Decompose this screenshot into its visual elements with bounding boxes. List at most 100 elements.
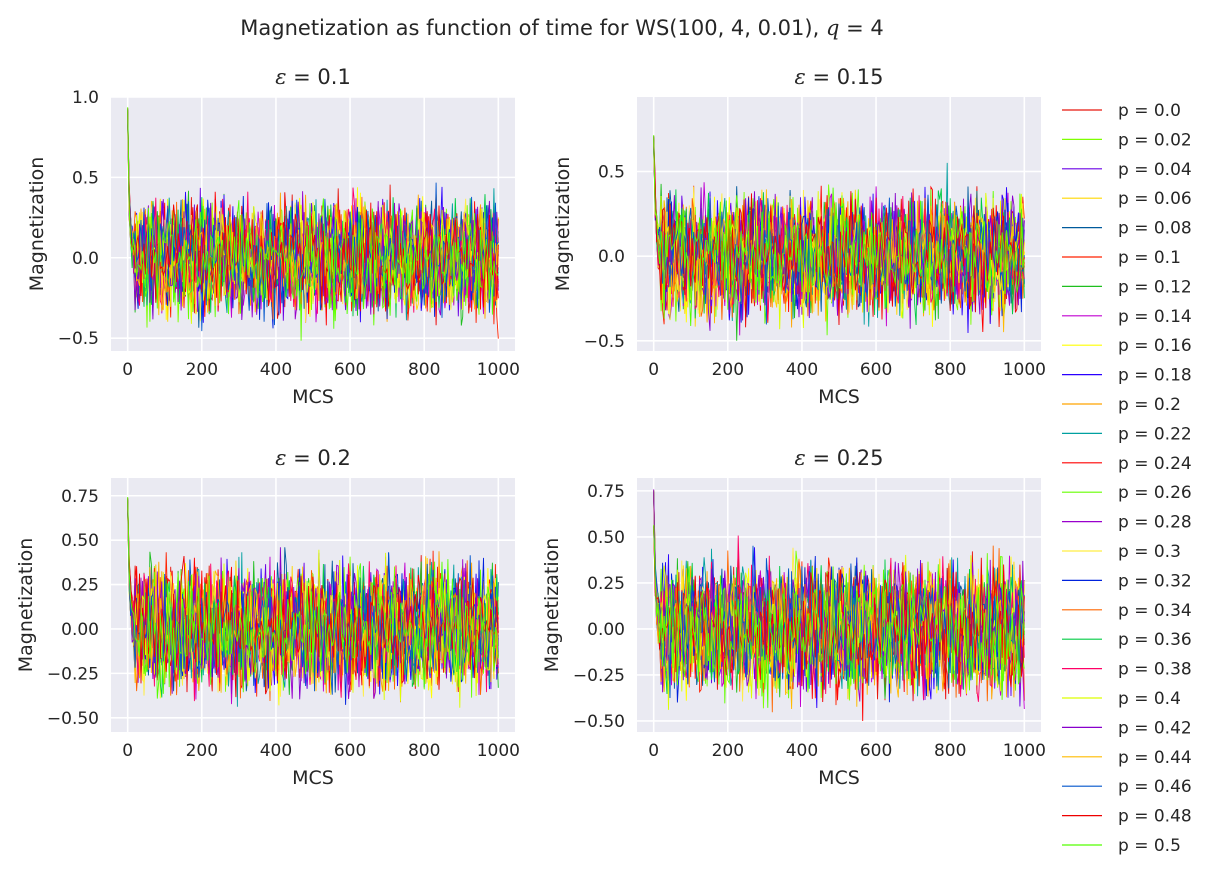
legend-label: p = 0.1	[1118, 248, 1181, 268]
y-tick-label: −0.50	[47, 709, 99, 729]
series-line	[653, 135, 1025, 327]
subplot-3: 0 200 400 600 800 1000 −0.50 −0.25 0.00 0.25 0.50 0…	[15, 446, 520, 789]
legend-item: p = 0.26	[1062, 483, 1192, 503]
series-line	[127, 107, 499, 329]
x-tick-label: 600	[334, 741, 366, 761]
y-tick-label: 0.00	[61, 620, 99, 640]
y-axis-label: Magnetization	[552, 157, 574, 292]
y-tick-label: −0.25	[47, 664, 99, 684]
legend-label: p = 0.28	[1118, 513, 1192, 533]
legend-label: p = 0.26	[1118, 483, 1192, 503]
x-tick-label: 400	[260, 741, 292, 761]
legend-item: p = 0.34	[1062, 601, 1192, 621]
x-tick-label: 200	[186, 741, 218, 761]
y-tick-label: 0.5	[72, 168, 99, 188]
y-axis-label: Magnetization	[541, 538, 563, 673]
legend-item: p = 0.16	[1062, 336, 1192, 356]
legend-item: p = 0.12	[1062, 277, 1192, 297]
y-tick-label: 0.00	[587, 620, 625, 640]
subplot-title: ε = 0.25	[795, 446, 884, 470]
subplot-4: 0 200 400 600 800 1000 −0.50 −0.25 0.00 0.25 0.50 0…	[541, 446, 1046, 789]
subplots: 0 200 400 600 800 1000 −0.5 0.0 0.5 1.0 MCS Magneti…	[15, 65, 1046, 789]
x-axis-label: MCS	[818, 386, 860, 408]
x-tick-label: 1000	[1003, 360, 1046, 380]
subplot-1: 0 200 400 600 800 1000 −0.5 0.0 0.5 1.0 MCS Magneti…	[26, 65, 520, 408]
figure-title: Magnetization as function of time for WS…	[240, 16, 883, 40]
y-tick-label: −0.5	[58, 329, 99, 349]
x-tick-label: 800	[408, 360, 440, 380]
legend-item: p = 0.02	[1062, 130, 1192, 150]
legend-label: p = 0.14	[1118, 307, 1192, 327]
legend-item: p = 0.46	[1062, 777, 1192, 797]
y-tick-label: −0.50	[573, 712, 625, 732]
x-tick-label: 800	[408, 741, 440, 761]
x-tick-label: 600	[334, 360, 366, 380]
y-tick-label: 0.25	[587, 574, 625, 594]
legend-label: p = 0.36	[1118, 630, 1192, 650]
x-tick-label: 200	[186, 360, 218, 380]
y-tick-label: 1.0	[72, 88, 99, 108]
y-tick-label: 0.75	[587, 482, 625, 502]
legend-item: p = 0.2	[1062, 395, 1181, 415]
legend-label: p = 0.22	[1118, 424, 1192, 444]
series-group	[127, 107, 499, 341]
y-tick-label: 0.50	[587, 528, 625, 548]
x-tick-label: 800	[934, 741, 966, 761]
legend-item: p = 0.4	[1062, 689, 1181, 709]
y-tick-label: 0.50	[61, 531, 99, 551]
series-group	[653, 135, 1025, 341]
y-tick-label: 0.25	[61, 576, 99, 596]
legend-label: p = 0.46	[1118, 777, 1192, 797]
legend-label: p = 0.24	[1118, 454, 1192, 474]
legend-item: p = 0.24	[1062, 454, 1192, 474]
x-tick-label: 1000	[477, 741, 520, 761]
x-tick-label: 0	[122, 741, 133, 761]
series-line	[653, 524, 1025, 708]
legend-label: p = 0.5	[1118, 836, 1181, 856]
legend-item: p = 0.5	[1062, 836, 1181, 856]
legend-label: p = 0.0	[1118, 101, 1181, 121]
legend-item: p = 0.42	[1062, 718, 1192, 738]
legend-label: p = 0.32	[1118, 571, 1192, 591]
legend-label: p = 0.16	[1118, 336, 1192, 356]
legend-label: p = 0.2	[1118, 395, 1181, 415]
legend-label: p = 0.08	[1118, 219, 1192, 239]
legend-label: p = 0.44	[1118, 748, 1192, 768]
y-axis-label: Magnetization	[15, 538, 37, 673]
legend-label: p = 0.06	[1118, 189, 1192, 209]
x-tick-label: 400	[786, 741, 818, 761]
subplot-title: ε = 0.1	[275, 65, 351, 89]
legend-item: p = 0.3	[1062, 542, 1181, 562]
legend-item: p = 0.36	[1062, 630, 1192, 650]
series-group	[127, 496, 499, 708]
legend-label: p = 0.18	[1118, 366, 1192, 386]
subplot-title: ε = 0.15	[795, 65, 884, 89]
legend-item: p = 0.32	[1062, 571, 1192, 591]
y-tick-label: 0.0	[598, 247, 625, 267]
x-tick-label: 800	[934, 360, 966, 380]
legend-item: p = 0.14	[1062, 307, 1192, 327]
legend-label: p = 0.42	[1118, 718, 1192, 738]
legend-item: p = 0.44	[1062, 748, 1192, 768]
legend-label: p = 0.3	[1118, 542, 1181, 562]
x-axis-label: MCS	[292, 767, 334, 789]
x-tick-label: 0	[122, 360, 133, 380]
legend-item: p = 0.22	[1062, 424, 1192, 444]
legend-item: p = 0.1	[1062, 248, 1181, 268]
x-tick-label: 0	[648, 741, 659, 761]
legend-item: p = 0.28	[1062, 513, 1192, 533]
legend-item: p = 0.18	[1062, 366, 1192, 386]
x-axis-label: MCS	[818, 767, 860, 789]
x-tick-label: 600	[860, 360, 892, 380]
legend-item: p = 0.0	[1062, 101, 1181, 121]
y-axis-label: Magnetization	[26, 157, 48, 292]
x-tick-label: 0	[648, 360, 659, 380]
legend-item: p = 0.48	[1062, 807, 1192, 827]
legend-label: p = 0.12	[1118, 277, 1192, 297]
y-tick-label: −0.25	[573, 666, 625, 686]
legend-item: p = 0.04	[1062, 160, 1192, 180]
legend-label: p = 0.38	[1118, 660, 1192, 680]
x-tick-label: 1000	[477, 360, 520, 380]
x-tick-label: 200	[712, 360, 744, 380]
